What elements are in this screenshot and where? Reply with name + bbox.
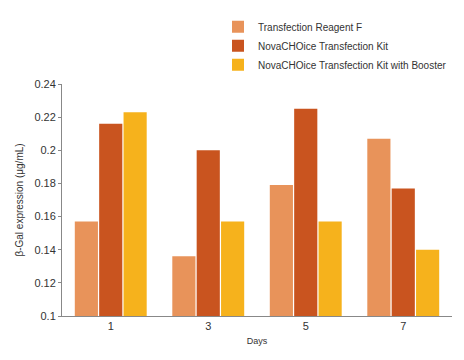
svg-text:0.18: 0.18 xyxy=(34,177,55,189)
svg-text:0.14: 0.14 xyxy=(34,244,55,256)
svg-text:1: 1 xyxy=(108,320,114,332)
svg-text:0.12: 0.12 xyxy=(34,277,55,289)
svg-text:0.1: 0.1 xyxy=(41,310,56,322)
svg-text:NovaCHOice Transfection Kit: NovaCHOice Transfection Kit xyxy=(258,41,388,52)
svg-text:0.16: 0.16 xyxy=(34,210,55,222)
svg-text:7: 7 xyxy=(400,320,406,332)
svg-text:0.22: 0.22 xyxy=(34,111,55,123)
svg-text:0.2: 0.2 xyxy=(41,144,56,156)
svg-text:5: 5 xyxy=(303,320,309,332)
svg-text:0.24: 0.24 xyxy=(34,78,55,90)
svg-text:NovaCHOice Transfection Kit wi: NovaCHOice Transfection Kit with Booster xyxy=(258,60,447,71)
svg-text:3: 3 xyxy=(205,320,211,332)
svg-text:Days: Days xyxy=(247,336,268,346)
svg-text:β-Gal expression (μg/mL): β-Gal expression (μg/mL) xyxy=(14,143,25,256)
svg-text:Transfection Reagent F: Transfection Reagent F xyxy=(258,22,362,33)
